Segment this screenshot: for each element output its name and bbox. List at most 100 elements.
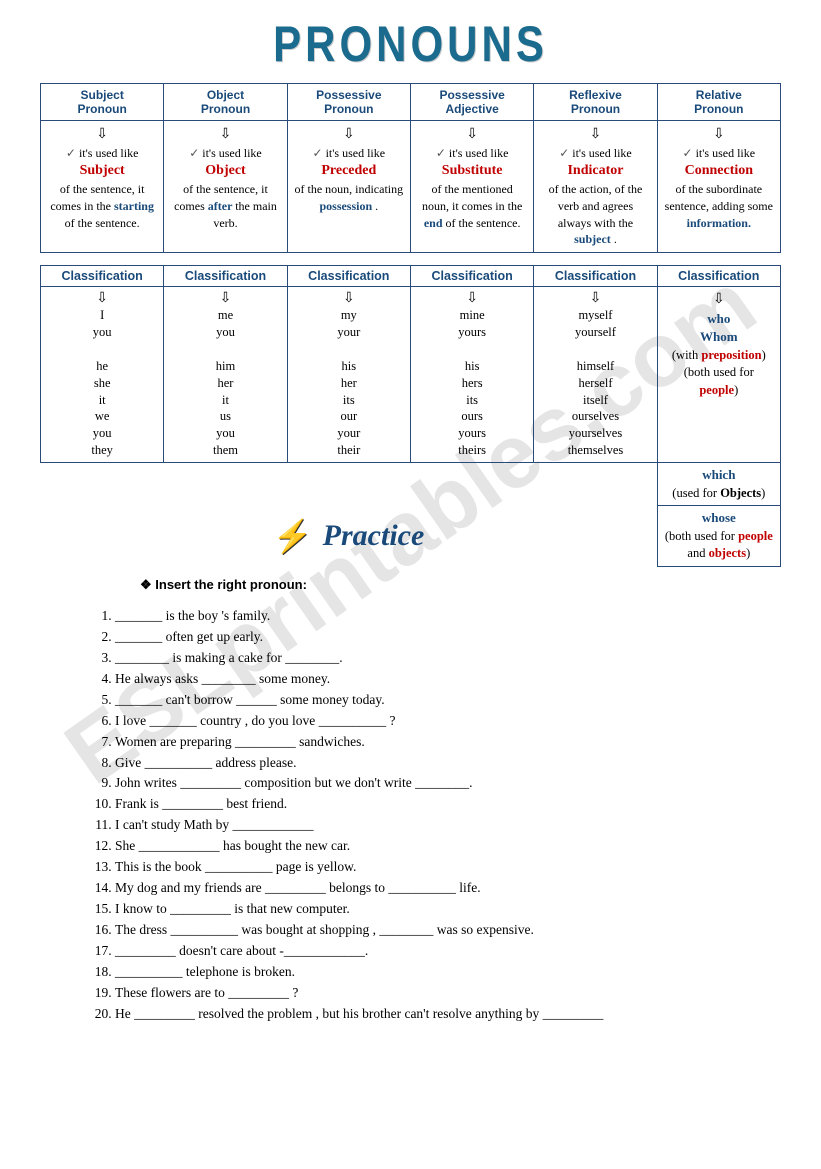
pronoun-item: we — [47, 408, 157, 425]
pronoun-item: yours — [417, 324, 527, 341]
arrow-icon: ⇩ — [294, 125, 404, 145]
question-item: _______ can't borrow ______ some money t… — [115, 690, 781, 711]
pronoun-item: he — [47, 358, 157, 375]
pronoun-item: us — [170, 408, 280, 425]
pronoun-col-4: ⇩myselfyourself himselfherselfitselfours… — [534, 287, 657, 463]
col-header-3: PossessiveAdjective — [410, 84, 533, 121]
arrow-icon: ⇩ — [47, 290, 157, 307]
pronoun-item: your — [294, 324, 404, 341]
desc-cell-3: ⇩ ✓ it's used like Substitute of the men… — [410, 121, 533, 253]
class-header: Classification — [410, 266, 533, 287]
pronoun-item: ourselves — [540, 408, 650, 425]
class-header: Classification — [657, 266, 780, 287]
question-item: Frank is _________ best friend. — [115, 794, 781, 815]
pronoun-item — [294, 341, 404, 358]
pronoun-item: you — [47, 324, 157, 341]
pronoun-col-1: ⇩meyou himheritusyouthem — [164, 287, 287, 463]
arrow-icon: ⇩ — [47, 125, 157, 145]
arrow-icon: ⇩ — [664, 290, 774, 310]
pronoun-item: it — [170, 392, 280, 409]
pronoun-item: my — [294, 307, 404, 324]
instruction: ❖ Insert the right pronoun: — [140, 577, 781, 593]
classification-table: Classification Classification Classifica… — [40, 265, 781, 566]
question-item: __________ telephone is broken. — [115, 962, 781, 983]
pronoun-item: mine — [417, 307, 527, 324]
col-header-1: ObjectPronoun — [164, 84, 287, 121]
check-icon: ✓ — [436, 146, 446, 160]
pronoun-item: him — [170, 358, 280, 375]
pronoun-item: them — [170, 442, 280, 459]
pronoun-item: they — [47, 442, 157, 459]
pronoun-item: she — [47, 375, 157, 392]
question-item: _______ is the boy 's family. — [115, 606, 781, 627]
pronoun-item: his — [417, 358, 527, 375]
desc-row: ⇩ ✓ it's used like Subject of the senten… — [41, 121, 781, 253]
relative-cell-2: whose (both used for people and objects) — [657, 506, 780, 567]
practice-cell: ⚡ Practice — [41, 506, 658, 567]
arrow-icon: ⇩ — [170, 290, 280, 307]
empty-cell — [41, 463, 658, 506]
pronoun-item: you — [170, 324, 280, 341]
class-body-row: ⇩Iyou hesheitweyouthey ⇩meyou himheritus… — [41, 287, 781, 463]
pronoun-item: you — [47, 425, 157, 442]
question-item: _______ often get up early. — [115, 627, 781, 648]
pronoun-item: you — [170, 425, 280, 442]
question-item: She ____________ has bought the new car. — [115, 836, 781, 857]
desc-cell-5: ⇩ ✓ it's used like Connection of the sub… — [657, 121, 780, 253]
pronoun-item: yourselves — [540, 425, 650, 442]
pronoun-item: himself — [540, 358, 650, 375]
pronoun-item: myself — [540, 307, 650, 324]
arrow-icon: ⇩ — [540, 290, 650, 307]
question-item: These flowers are to _________ ? — [115, 983, 781, 1004]
check-icon: ✓ — [189, 146, 199, 160]
desc-cell-0: ⇩ ✓ it's used like Subject of the senten… — [41, 121, 164, 253]
pronoun-item: ours — [417, 408, 527, 425]
check-icon: ✓ — [313, 146, 323, 160]
pronoun-item: its — [417, 392, 527, 409]
question-list: _______ is the boy 's family._______ oft… — [40, 606, 781, 1024]
col-header-5: RelativePronoun — [657, 84, 780, 121]
pronoun-item: it — [47, 392, 157, 409]
pronoun-item: your — [294, 425, 404, 442]
relative-cell-0: ⇩ who Whom (with preposition) (both used… — [657, 287, 780, 463]
pronoun-item: our — [294, 408, 404, 425]
arrow-icon: ⇩ — [664, 125, 774, 145]
pronoun-item: her — [294, 375, 404, 392]
desc-cell-2: ⇩ ✓ it's used like Preceded of the noun,… — [287, 121, 410, 253]
page-title: PRONOUNS — [40, 15, 781, 73]
question-item: ________ is making a cake for ________. — [115, 648, 781, 669]
pronoun-item: its — [294, 392, 404, 409]
pronoun-item: itself — [540, 392, 650, 409]
question-item: Women are preparing _________ sandwiches… — [115, 732, 781, 753]
question-item: The dress __________ was bought at shopp… — [115, 920, 781, 941]
pronoun-item: yourself — [540, 324, 650, 341]
question-item: Give __________ address please. — [115, 753, 781, 774]
pronoun-item: theirs — [417, 442, 527, 459]
check-icon: ✓ — [683, 146, 693, 160]
rel-row-2: ⚡ Practice whose (both used for people a… — [41, 506, 781, 567]
pronoun-item — [170, 341, 280, 358]
pronoun-item: herself — [540, 375, 650, 392]
class-header: Classification — [164, 266, 287, 287]
question-item: My dog and my friends are _________ belo… — [115, 878, 781, 899]
lightning-icon: ⚡ — [273, 517, 313, 555]
question-item: This is the book __________ page is yell… — [115, 857, 781, 878]
col-header-2: PossessivePronoun — [287, 84, 410, 121]
relative-cell-1: which (used for Objects) — [657, 463, 780, 506]
desc-cell-1: ⇩ ✓ it's used like Object of the sentenc… — [164, 121, 287, 253]
arrow-icon: ⇩ — [540, 125, 650, 145]
pronoun-item: themselves — [540, 442, 650, 459]
practice-title: Practice — [323, 519, 425, 553]
pronoun-item — [540, 341, 650, 358]
col-header-4: ReflexivePronoun — [534, 84, 657, 121]
check-icon: ✓ — [66, 146, 76, 160]
question-item: I know to _________ is that new computer… — [115, 899, 781, 920]
pronoun-item — [47, 341, 157, 358]
arrow-icon: ⇩ — [294, 290, 404, 307]
class-header-row: Classification Classification Classifica… — [41, 266, 781, 287]
question-item: He _________ resolved the problem , but … — [115, 1004, 781, 1025]
pronoun-item — [417, 341, 527, 358]
pronoun-item: his — [294, 358, 404, 375]
pronoun-col-2: ⇩myyour hisheritsouryourtheir — [287, 287, 410, 463]
class-header: Classification — [287, 266, 410, 287]
